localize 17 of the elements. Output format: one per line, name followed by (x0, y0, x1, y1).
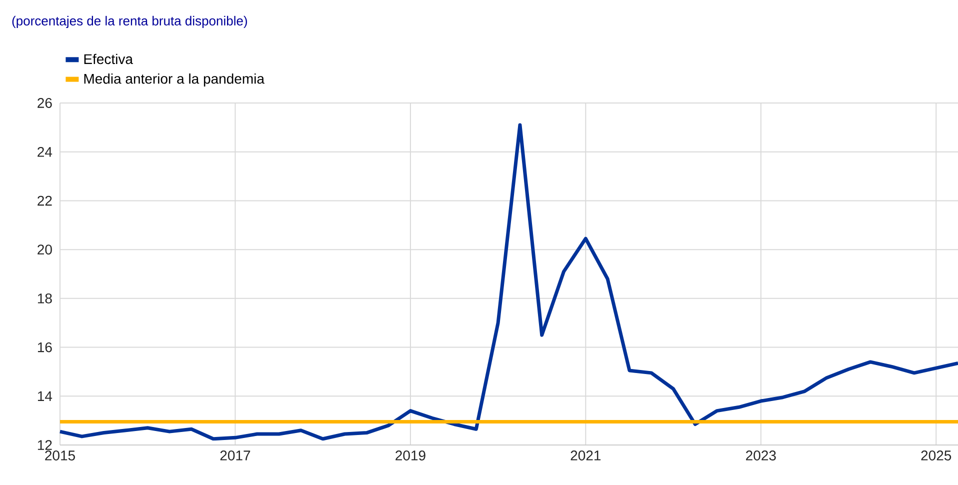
x-tick-label: 2019 (396, 450, 426, 460)
x-tick-label: 2017 (220, 450, 250, 460)
x-tick-label: 2025 (921, 450, 952, 460)
chart-subtitle: (porcentajes de la renta bruta disponible) (12, 16, 247, 28)
x-tick-label: 2023 (746, 450, 776, 460)
y-tick-label: 20 (38, 244, 52, 255)
x-tick-label: 2021 (570, 450, 601, 460)
y-tick-label: 18 (38, 293, 52, 304)
y-tick-label: 24 (38, 146, 52, 157)
legend-label: Media anterior a la pandemia (84, 73, 264, 87)
y-tick-label: 14 (38, 391, 52, 401)
legend-label: Efectiva (84, 54, 134, 64)
y-tick-label: 12 (38, 440, 52, 450)
x-tick-label: 2015 (45, 450, 75, 460)
y-tick-label: 16 (38, 342, 52, 352)
y-tick-label: 22 (38, 196, 52, 206)
y-tick-label: 26 (38, 98, 52, 108)
